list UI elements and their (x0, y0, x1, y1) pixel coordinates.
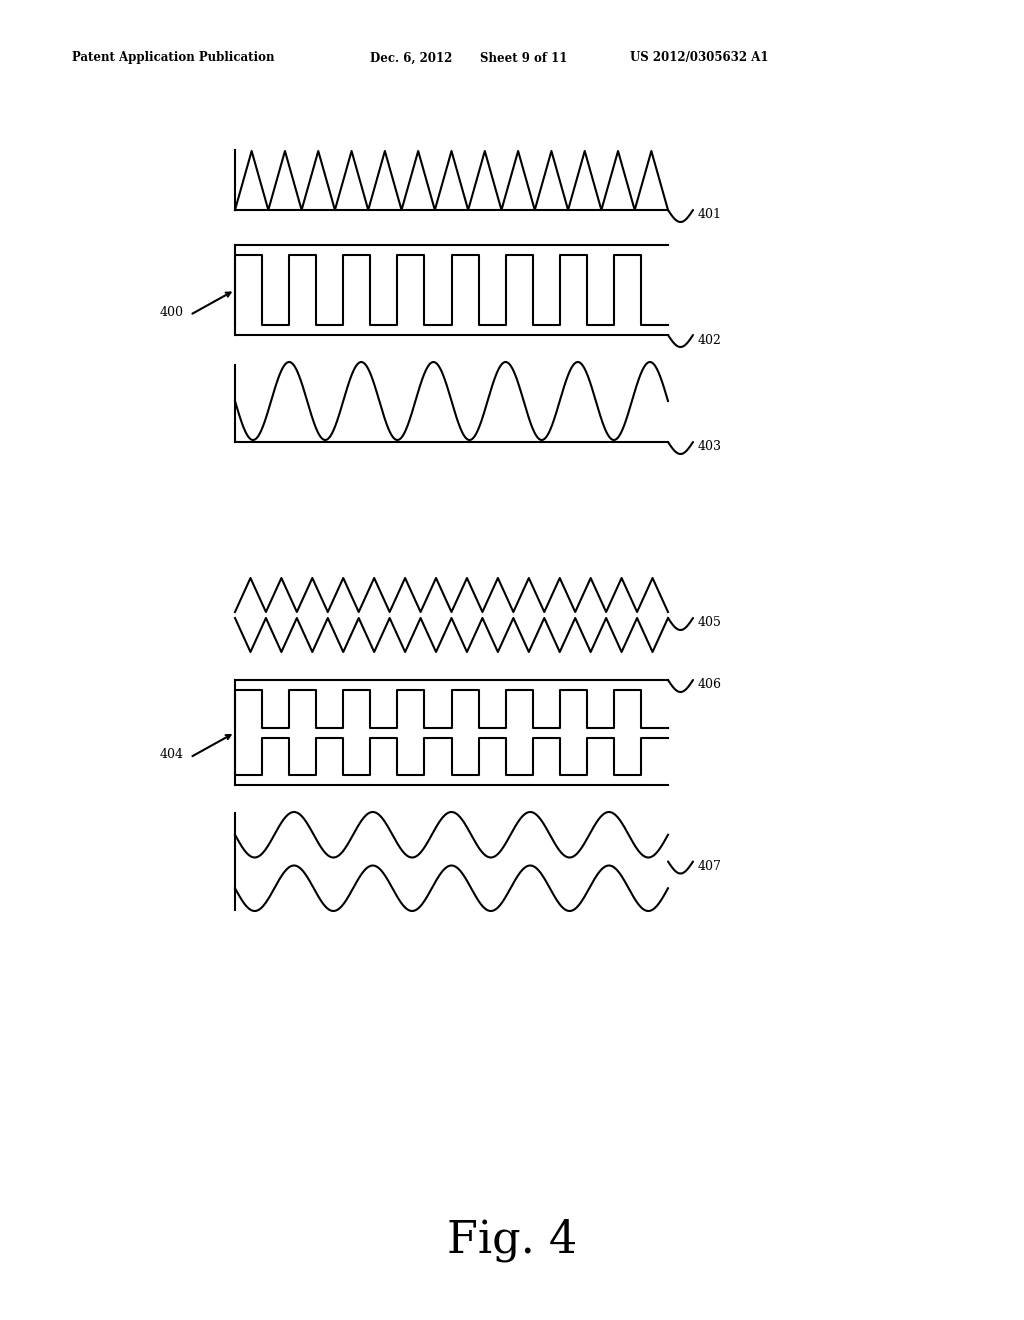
Text: Sheet 9 of 11: Sheet 9 of 11 (480, 51, 567, 65)
Text: Fig. 4: Fig. 4 (446, 1218, 578, 1262)
Text: 400: 400 (160, 305, 184, 318)
Text: 402: 402 (698, 334, 722, 346)
Text: 406: 406 (698, 678, 722, 692)
Text: Dec. 6, 2012: Dec. 6, 2012 (370, 51, 453, 65)
Text: 403: 403 (698, 441, 722, 454)
Text: 401: 401 (698, 209, 722, 222)
Text: 407: 407 (698, 861, 722, 873)
Text: 404: 404 (160, 748, 184, 762)
Text: Patent Application Publication: Patent Application Publication (72, 51, 274, 65)
Text: US 2012/0305632 A1: US 2012/0305632 A1 (630, 51, 768, 65)
Text: 405: 405 (698, 616, 722, 630)
